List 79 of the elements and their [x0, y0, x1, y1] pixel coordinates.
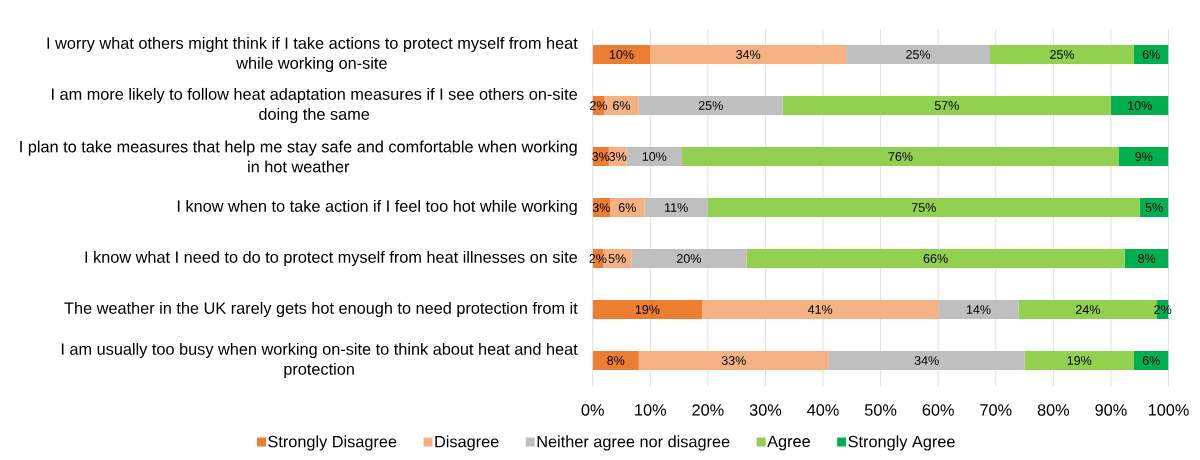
data-label: 34%: [736, 50, 761, 59]
y-tick-label: I am usually too busy when working on-site to think about heat and heat protection: [61, 342, 578, 379]
legend-label: Strongly Disagree: [268, 435, 397, 451]
bar: [681, 147, 1119, 167]
bar: [702, 300, 939, 319]
y-tick-label: I worry what others might think if I take actions to protect myself from heat while working on-site: [47, 36, 578, 73]
x-tick-label: 40%: [807, 404, 839, 416]
data-label: 14%: [966, 305, 991, 314]
bar: [1110, 96, 1169, 116]
data-label: 9%: [1135, 152, 1153, 161]
bar: [828, 351, 1025, 370]
data-label: 25%: [1050, 50, 1075, 59]
data-label: 10%: [642, 152, 667, 161]
data-label: 76%: [888, 152, 913, 161]
y-tick-label: I know what I need to do to protect myself from heat illnesses on site: [85, 250, 578, 267]
bar: [846, 45, 991, 65]
bar: [746, 249, 1125, 268]
data-label: 8%: [1138, 254, 1156, 263]
x-tick-label: 50%: [864, 404, 897, 416]
data-label: 10%: [1128, 101, 1152, 110]
bar: [592, 300, 703, 319]
data-label: 6%: [1142, 356, 1160, 365]
data-label: 19%: [635, 305, 660, 314]
bar: [631, 249, 747, 268]
legend-label: Disagree: [435, 435, 499, 451]
data-label: 33%: [721, 356, 746, 365]
x-tick-label: 10%: [635, 404, 666, 416]
legend-label: Neither agree nor disagree: [537, 435, 730, 451]
y-tick-label: I know when to take action if I feel too hot while working: [177, 199, 577, 216]
data-label: 25%: [906, 50, 931, 59]
bar: [592, 351, 639, 370]
bar: [626, 147, 682, 167]
y-tick-label: I plan to take measures that help me stay safe and comfortable when working in hot weather: [20, 140, 577, 173]
data-label: 3%: [592, 203, 610, 212]
y-tick-label: I am more likely to follow heat adaptation measures if I see others on-site doing the same: [52, 87, 577, 124]
x-tick-label: 20%: [692, 404, 724, 416]
data-label: 5%: [608, 254, 626, 263]
data-label: 20%: [676, 254, 701, 263]
data-label: 19%: [1067, 356, 1092, 365]
bar: [609, 198, 645, 217]
x-tick-label: 60%: [922, 404, 954, 416]
data-label: 25%: [698, 101, 723, 110]
data-label: 6%: [618, 203, 636, 212]
bar: [1118, 147, 1169, 167]
data-label: 8%: [607, 356, 625, 365]
bar: [1124, 249, 1169, 268]
x-tick-label: 90%: [1095, 404, 1127, 416]
data-label: 66%: [923, 254, 948, 263]
bar: [1133, 45, 1169, 65]
x-tick-label: 100%: [1148, 404, 1189, 416]
bar: [650, 45, 847, 65]
data-label: 3%: [609, 152, 627, 161]
data-label: 57%: [934, 101, 959, 110]
y-tick-label: The weather in the UK rarely gets hot enough to need protection from it: [64, 301, 578, 318]
x-tick-label: 0%: [581, 404, 604, 416]
data-label: 11%: [665, 203, 688, 212]
legend-label: Agree: [767, 435, 810, 451]
legend-label: Strongly Agree: [848, 435, 955, 451]
bar: [638, 351, 829, 370]
bar: [707, 198, 1140, 217]
bar: [644, 198, 708, 217]
bar: [990, 45, 1134, 65]
data-label: 75%: [911, 203, 936, 212]
bar: [782, 96, 1111, 116]
bar: [1024, 351, 1134, 370]
data-label: 5%: [1145, 203, 1163, 212]
data-label: 6%: [613, 101, 631, 110]
data-label: 24%: [1076, 305, 1100, 314]
bar: [938, 300, 1019, 319]
x-tick-label: 80%: [1037, 404, 1070, 416]
x-tick-label: 70%: [980, 404, 1012, 416]
data-label: 6%: [1142, 50, 1160, 59]
bar: [638, 96, 783, 116]
data-label: 34%: [914, 356, 939, 365]
bar: [1133, 351, 1169, 370]
data-label: 10%: [609, 50, 634, 59]
x-tick-label: 30%: [749, 404, 782, 416]
data-label: 41%: [807, 305, 833, 314]
bar: [592, 45, 651, 65]
